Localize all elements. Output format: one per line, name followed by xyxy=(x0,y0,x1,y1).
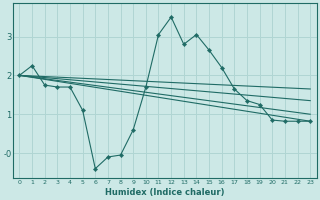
X-axis label: Humidex (Indice chaleur): Humidex (Indice chaleur) xyxy=(105,188,225,197)
